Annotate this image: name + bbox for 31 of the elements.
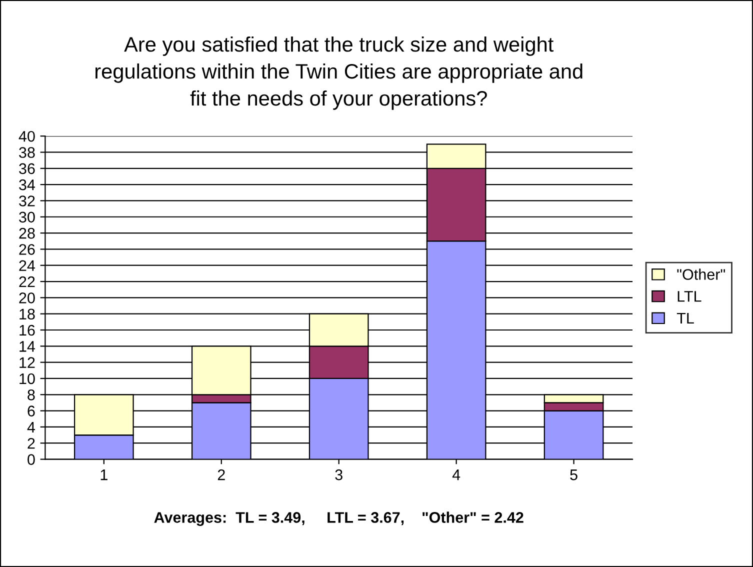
y-tick-label: 26: [19, 244, 35, 255]
y-tick-label: 16: [20, 324, 35, 336]
y-tick-label: 22: [19, 276, 35, 288]
y-tick-label: 0: [28, 454, 35, 465]
legend-label: "Other": [677, 268, 725, 280]
legend-label: TL: [676, 312, 694, 324]
text: Averages: TL = 3.49, LTL = 3.67, "Other" = 2.42: [154, 512, 524, 526]
y-tick-label: 32: [19, 196, 35, 206]
y-tick-label: 28: [19, 228, 35, 239]
y-tick-label: 14: [20, 341, 36, 352]
legend-label: LTL: [678, 291, 702, 302]
x-tick-label: 2: [218, 469, 225, 480]
y-tick-label: 34: [19, 179, 36, 190]
y-tick-label: 2: [28, 438, 35, 449]
y-tick-label: 20: [19, 292, 35, 304]
y-tick-label: 24: [19, 260, 36, 271]
y-tick-label: 8: [28, 390, 35, 400]
x-tick-label: 5: [570, 470, 578, 480]
y-tick-label: 18: [20, 308, 35, 320]
y-tick-label: 6: [28, 406, 35, 416]
y-tick-label: 38: [19, 147, 35, 158]
y-tick-label: 12: [20, 357, 35, 368]
y-tick-label: 40: [18, 130, 35, 142]
y-tick-label: 30: [19, 212, 35, 223]
y-tick-label: 4: [27, 422, 36, 432]
chart-title: Are you satisfied that the truck size and weight regulations within the Twin Cities are appropriate and fit the needs of your operations?: [96, 36, 582, 110]
y-tick-label: 10: [20, 373, 35, 384]
x-tick-label: 3: [335, 469, 342, 480]
x-tick-label: 1: [100, 470, 108, 480]
x-tick-label: 4: [452, 470, 460, 480]
y-tick-label: 36: [19, 163, 35, 174]
